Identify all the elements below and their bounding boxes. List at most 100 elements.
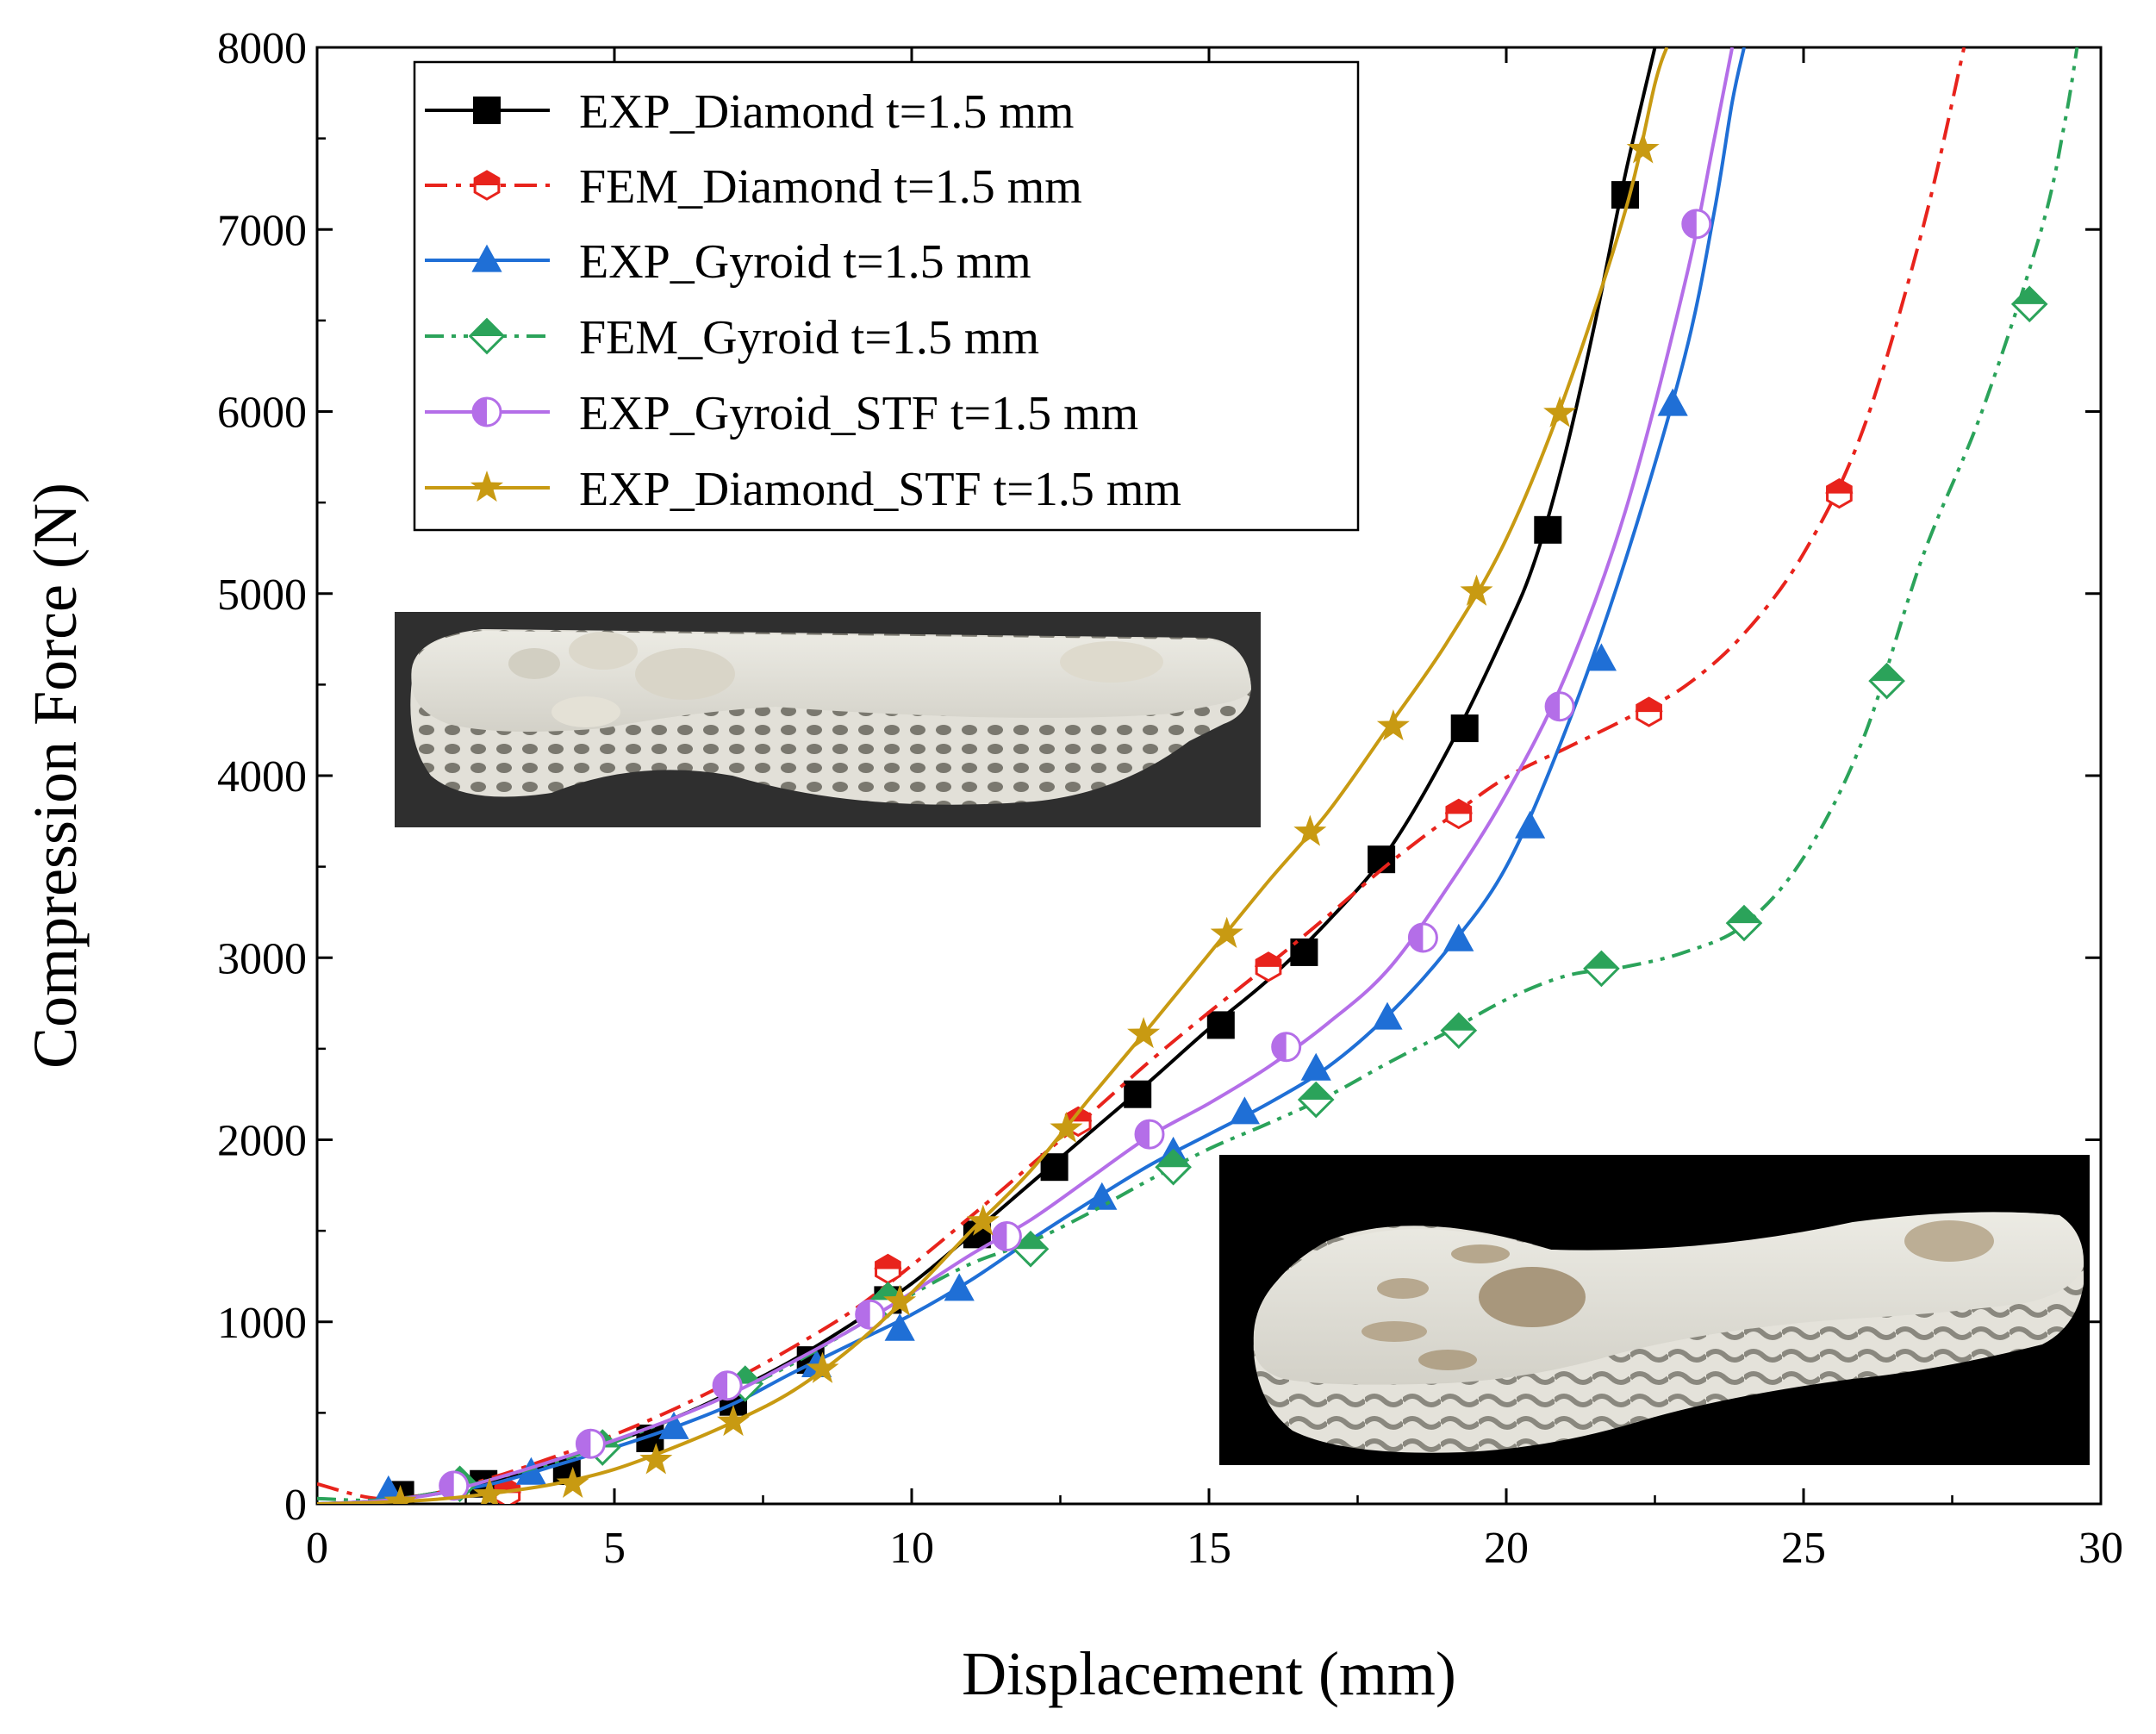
series-1 (317, 47, 1966, 1504)
legend-entry: EXP_Gyroid t=1.5 mm (425, 235, 1031, 289)
insole-photo-bottom (1219, 1155, 2090, 1465)
x-tick-label: 15 (1187, 1524, 1231, 1573)
data-point (1271, 1032, 1302, 1063)
data-point (1868, 662, 1905, 700)
y-tick-label: 2000 (217, 1117, 307, 1166)
data-point (1544, 691, 1575, 722)
data-point (1450, 714, 1479, 743)
data-point (1626, 132, 1660, 164)
legend-label: FEM_Diamond t=1.5 mm (579, 160, 1082, 214)
data-point (1681, 209, 1712, 240)
data-point (1155, 1148, 1192, 1186)
legend-label: EXP_Diamond t=1.5 mm (579, 85, 1074, 139)
data-point (1534, 515, 1562, 544)
data-point (1460, 574, 1493, 606)
series-5 (317, 47, 1669, 1504)
data-point (1376, 708, 1410, 741)
y-tick-label: 8000 (217, 24, 307, 73)
data-point (1635, 696, 1663, 727)
data-point (1050, 1111, 1083, 1144)
data-point (1586, 643, 1617, 671)
legend-marker (473, 97, 501, 124)
data-point (1515, 810, 1546, 839)
y-tick-label: 3000 (217, 934, 307, 983)
data-point (991, 1220, 1022, 1251)
data-point (1725, 904, 1763, 942)
y-tick-label: 7000 (217, 206, 307, 255)
data-point (1440, 1012, 1478, 1050)
data-point (716, 1404, 751, 1437)
data-point (1255, 951, 1282, 982)
legend-entry: EXP_Gyroid_STF t=1.5 mm (425, 387, 1138, 440)
data-point (1293, 814, 1327, 846)
data-point (1372, 1001, 1403, 1030)
legend-marker (473, 170, 501, 201)
data-point (383, 1484, 417, 1504)
data-point (1443, 923, 1474, 951)
data-point (806, 1351, 839, 1383)
legend-entry: EXP_Diamond t=1.5 mm (425, 85, 1074, 139)
data-point (373, 1475, 404, 1503)
y-tick-label: 5000 (217, 571, 307, 620)
legend-marker (470, 471, 504, 502)
x-axis-title: Displacement (mm) (962, 1639, 1456, 1708)
legend-box (413, 60, 1360, 532)
data-point (855, 1299, 886, 1330)
x-tick-label: 5 (603, 1524, 626, 1573)
y-tick-label: 0 (284, 1481, 307, 1530)
data-point (1583, 950, 1620, 988)
data-point (1229, 1096, 1260, 1125)
series-line (317, 47, 1669, 1504)
x-axis: 0 5 10 15 20 25 30 (306, 47, 2123, 1573)
data-point (1040, 1153, 1069, 1182)
legend: EXP_Diamond t=1.5 mm FEM_Diamond t=1.5 mm… (413, 60, 1360, 532)
x-tick-label: 20 (1484, 1524, 1529, 1573)
data-point (1657, 388, 1688, 416)
data-point (1124, 1080, 1152, 1108)
legend-entry: EXP_Diamond_STF t=1.5 mm (425, 463, 1181, 516)
data-point (884, 1313, 915, 1341)
data-point (966, 1204, 1000, 1236)
data-point (874, 1253, 902, 1285)
series-line (317, 47, 1966, 1501)
legend-label: EXP_Gyroid_STF t=1.5 mm (579, 387, 1138, 440)
x-tick-label: 30 (2078, 1524, 2123, 1573)
data-point (2010, 285, 2048, 323)
data-point (944, 1273, 975, 1301)
legend-label: EXP_Gyroid t=1.5 mm (579, 235, 1031, 289)
insole-photo-top (395, 612, 1261, 827)
data-point (1206, 1011, 1235, 1039)
data-point (883, 1284, 917, 1316)
y-tick-label: 6000 (217, 389, 307, 438)
y-tick-label: 1000 (217, 1299, 307, 1348)
y-tick-label: 4000 (217, 752, 307, 802)
data-point (1127, 1016, 1161, 1049)
data-point (1134, 1119, 1165, 1150)
data-point (639, 1443, 673, 1475)
legend-marker (468, 317, 506, 355)
series-4 (317, 47, 1735, 1504)
data-point (658, 1411, 689, 1439)
legend-label: FEM_Gyroid t=1.5 mm (579, 311, 1039, 365)
series-layer (317, 47, 2079, 1504)
data-point (1407, 922, 1438, 953)
data-point (1543, 396, 1577, 427)
x-tick-label: 10 (889, 1524, 934, 1573)
data-point (1210, 916, 1243, 948)
data-point (1825, 477, 1854, 509)
data-point (515, 1456, 546, 1485)
legend-entry: FEM_Gyroid t=1.5 mm (425, 311, 1039, 365)
legend-label: EXP_Diamond_STF t=1.5 mm (579, 463, 1181, 516)
data-point (1297, 1081, 1335, 1119)
y-axis: 0 1000 2000 3000 4000 5000 6000 7000 8000 (217, 24, 2101, 1530)
data-point (556, 1466, 589, 1498)
data-point (575, 1428, 606, 1459)
data-point (473, 1477, 507, 1504)
data-point (1300, 1052, 1331, 1081)
legend-marker (471, 244, 502, 272)
legend-marker (471, 396, 502, 427)
data-point (1611, 181, 1639, 209)
series-3 (317, 47, 2079, 1503)
y-axis-title: Compression Force (N) (21, 483, 90, 1069)
